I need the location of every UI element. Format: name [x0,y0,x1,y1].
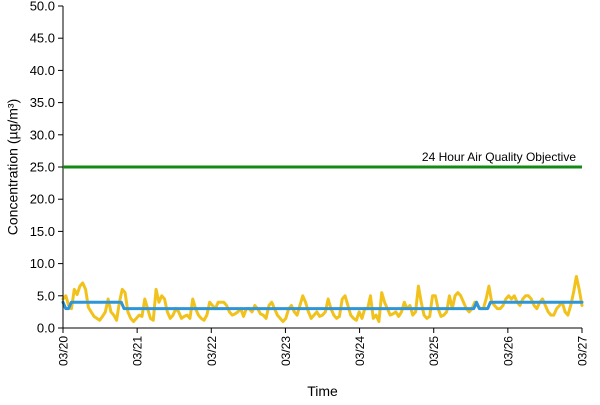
y-tick-label: 30.0 [30,127,55,142]
objective-label: 24 Hour Air Quality Objective [422,150,576,164]
series-line-1 [61,274,584,324]
y-tick-label: 50.0 [30,0,55,14]
y-tick-label: 10.0 [30,256,55,271]
y-tick-label: 45.0 [30,31,55,46]
x-axis-label: Time [307,383,338,399]
series-line-2 [61,300,584,311]
y-tick-label: 15.0 [30,224,55,239]
x-tick-label: 03/26 [501,336,515,366]
y-axis-label: Concentration (µg/m³) [5,99,21,235]
x-axis-ticks: 03/20 03/21 03/22 03/23 03/24 03/25 03/26 03/27 [57,328,590,366]
series-group [61,274,584,324]
y-tick-label: 35.0 [30,95,55,110]
y-tick-label: 5.0 [37,288,55,303]
x-tick-label: 03/25 [427,336,441,366]
x-tick-label: 03/23 [279,336,293,366]
x-tick-label: 03/27 [576,336,590,366]
x-tick-label: 03/22 [205,336,219,366]
y-tick-label: 20.0 [30,192,55,207]
y-tick-label: 40.0 [30,63,55,78]
y-tick-label: 0.0 [37,321,55,336]
y-tick-label: 25.0 [30,160,55,175]
y-axis-ticks: 0.0 5.0 10.0 15.0 20.0 25.0 30.0 35.0 40.0 45.0 50… [30,0,63,336]
x-tick-label: 03/20 [57,336,71,366]
x-tick-label: 03/24 [353,336,367,366]
x-tick-label: 03/21 [131,336,145,366]
